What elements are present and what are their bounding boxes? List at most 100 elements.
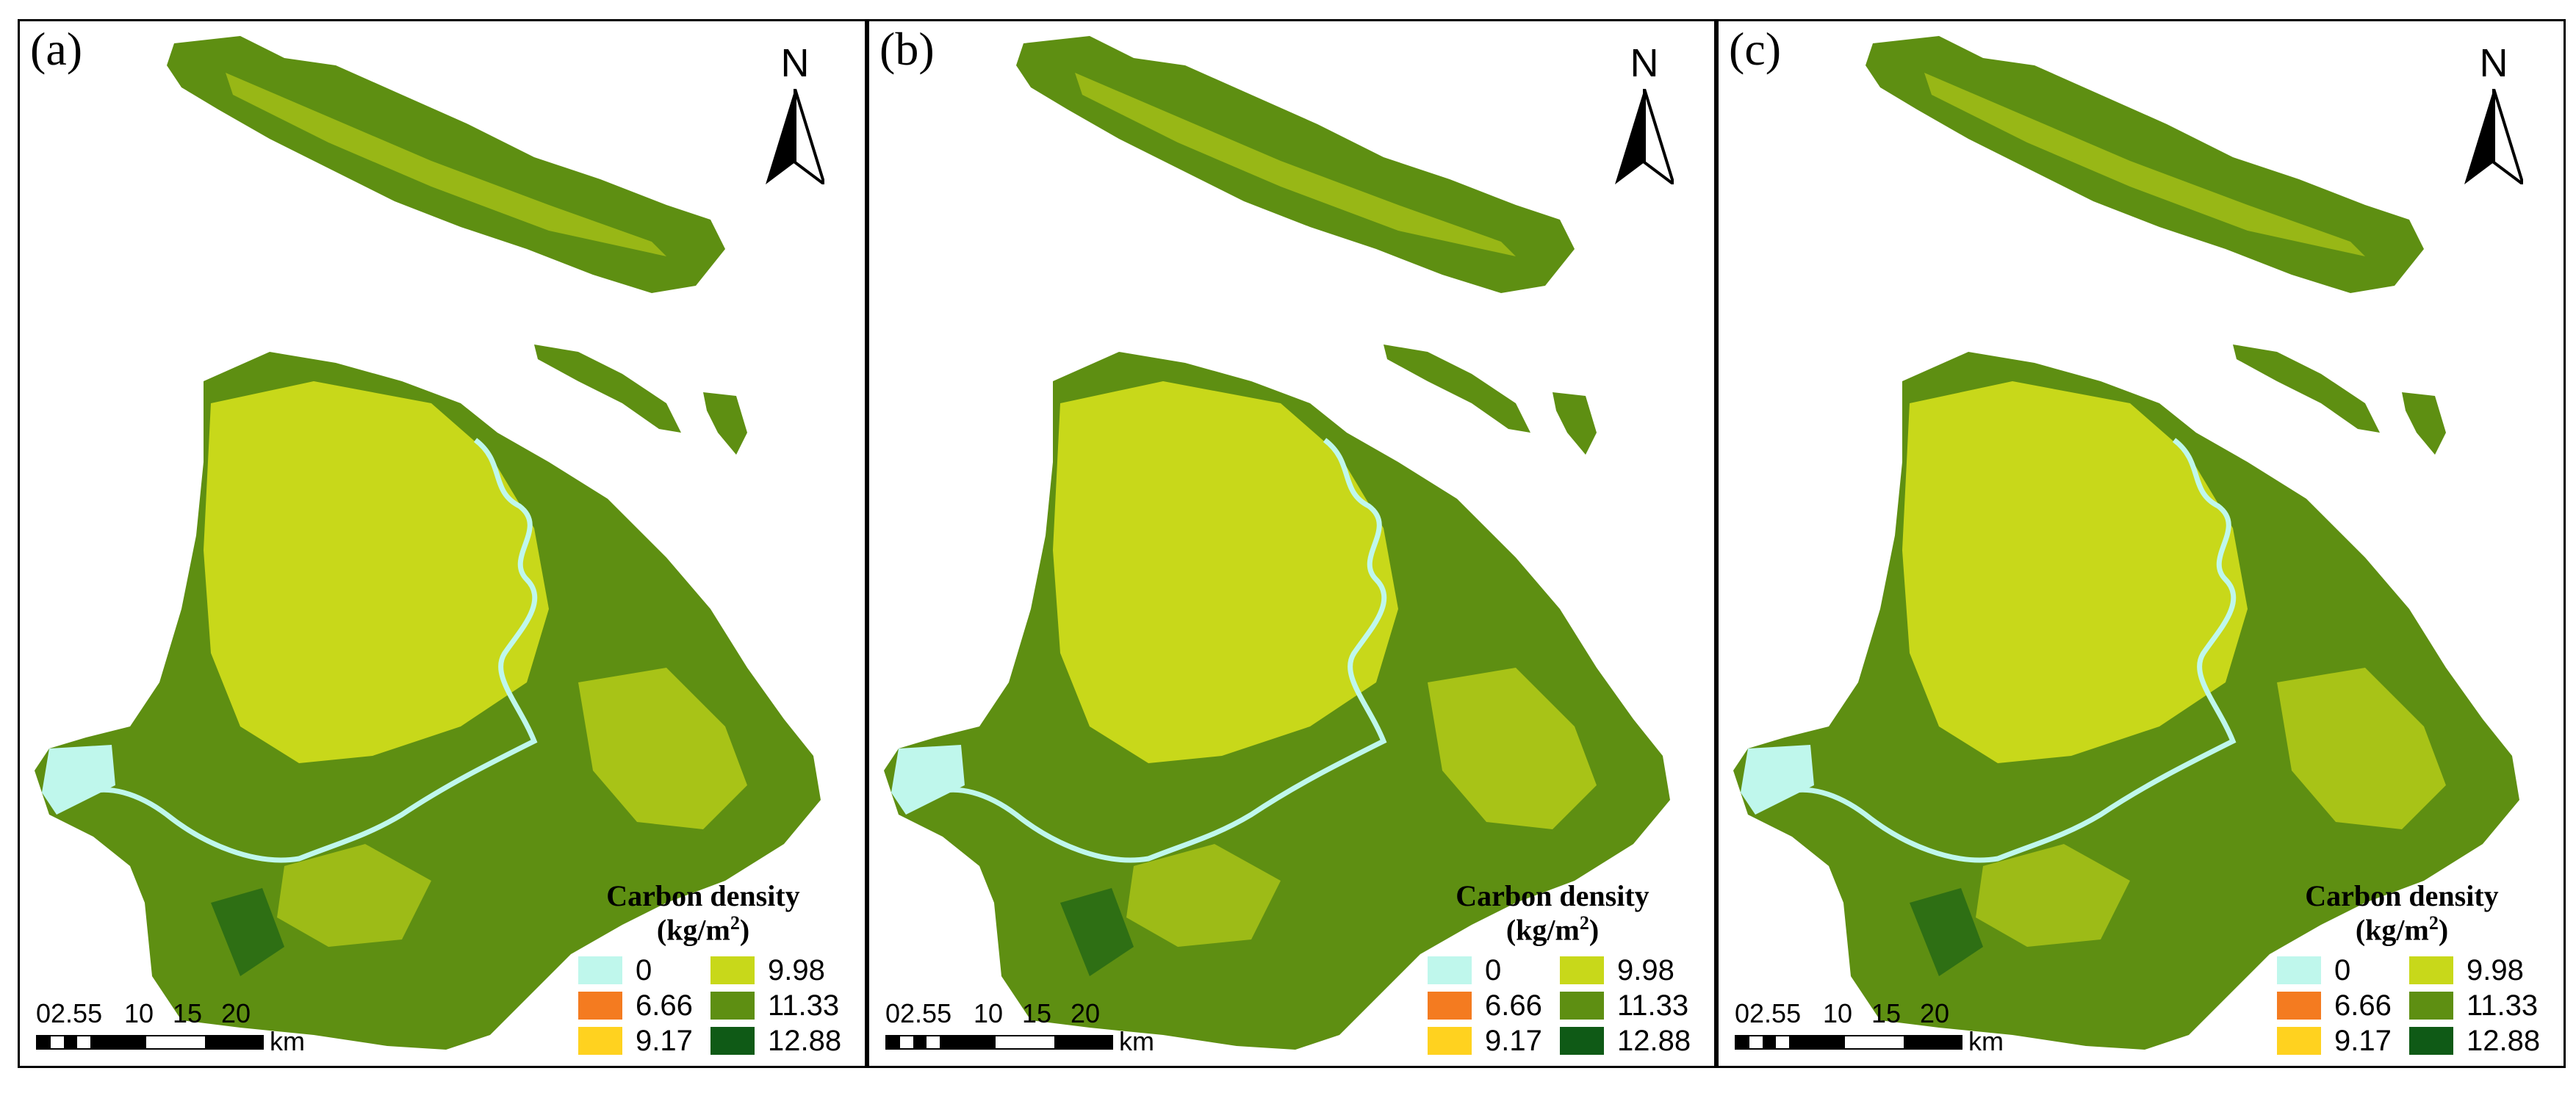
changxing-island [1384, 345, 1530, 433]
urban-core-area [1053, 381, 1398, 763]
legend-item: 6.66 [2277, 989, 2392, 1022]
legend-value: 12.88 [768, 1024, 842, 1057]
scale-tick-label: 10 [974, 998, 1004, 1028]
scale-tick-label: 02.55 [885, 998, 952, 1028]
legend-swatch [1560, 956, 1604, 984]
legend-swatch [710, 956, 755, 984]
legend-item: 0 [1428, 954, 1501, 986]
dianshan-lake [42, 745, 115, 815]
legend-item: 12.88 [2409, 1025, 2540, 1057]
north-label: N [2479, 41, 2508, 85]
panel-label: (b) [879, 23, 935, 75]
scale-bar-graphic [1735, 1035, 1962, 1050]
legend-swatch [1428, 992, 1472, 1020]
north-label: N [780, 41, 810, 85]
scale-bar: 02.55 10 15 20 km [885, 998, 1209, 1057]
legend-swatch [1560, 992, 1604, 1020]
north-arrow: N [1611, 43, 1677, 190]
legend-value: 0 [1485, 953, 1502, 986]
chongming-island-urban [226, 73, 666, 256]
scale-tick-label: 02.55 [1735, 998, 1802, 1028]
legend-value: 12.88 [2467, 1024, 2541, 1057]
north-arrow-icon [1615, 89, 1674, 184]
scale-tick-label: 20 [1071, 998, 1101, 1028]
huangpu-river [1783, 438, 2237, 863]
legend-title: Carbon density [1456, 879, 1649, 912]
legend-unit: (kg/m2) [1505, 912, 1600, 947]
forest-patch [211, 888, 284, 976]
legend-value: 6.66 [636, 989, 693, 1022]
urban-core-area [204, 381, 549, 763]
scale-tick-label: 15 [1871, 998, 1902, 1028]
legend-item: 9.98 [1560, 954, 1674, 986]
legend-item: 12.88 [710, 1025, 841, 1057]
chongming-island [1866, 36, 2424, 293]
legend-swatch [578, 1027, 622, 1055]
scale-tick-label: 20 [221, 998, 251, 1028]
legend-value: 9.17 [2334, 1024, 2392, 1057]
urban-east-area [2277, 668, 2446, 829]
scale-tick-label: 20 [1920, 998, 1950, 1028]
map-panel: (b) N Carbon density (kg/m2) 0 6.66 9.17 9.98 11… [867, 19, 1716, 1068]
legend-item: 9.98 [2409, 954, 2524, 986]
legend-value: 9.98 [1617, 953, 1674, 986]
legend-value: 9.17 [636, 1024, 693, 1057]
legend-swatch [578, 992, 622, 1020]
legend-item: 11.33 [1560, 989, 1688, 1022]
scale-tick-label: 10 [124, 998, 154, 1028]
carbon-density-map [35, 36, 821, 1050]
changxing-island [2233, 345, 2380, 433]
legend-item: 6.66 [578, 989, 693, 1022]
scale-unit: km [1968, 1026, 2004, 1056]
north-label: N [1630, 41, 1659, 85]
scale-tick-label: 15 [1022, 998, 1052, 1028]
map-panel: (a) N Carbon density (kg/m2) 0 6.66 9.17 9.98 11… [18, 19, 867, 1068]
legend: Carbon density (kg/m2) 0 6.66 9.17 9.98 11.33 1… [578, 881, 857, 1057]
legend-title: Carbon density [606, 879, 800, 912]
urban-south-area [1126, 844, 1281, 947]
scale-bar-graphic [36, 1035, 264, 1050]
forest-patch [1060, 888, 1134, 976]
legend-value: 9.17 [1485, 1024, 1542, 1057]
legend: Carbon density (kg/m2) 0 6.66 9.17 9.98 11.33 1… [1428, 881, 1707, 1057]
legend-swatch [2409, 1027, 2453, 1055]
scale-bar: 02.55 10 15 20 km [36, 998, 359, 1057]
chongming-island [167, 36, 725, 293]
scale-unit: km [270, 1026, 305, 1056]
legend-value: 9.98 [2467, 953, 2524, 986]
legend-item: 0 [578, 954, 652, 986]
legend-item: 11.33 [2409, 989, 2538, 1022]
legend-value: 9.98 [768, 953, 825, 986]
legend-unit: (kg/m2) [656, 912, 750, 947]
legend-item: 9.98 [710, 954, 825, 986]
carbon-density-map [884, 36, 1670, 1050]
map-panel: (c) N Carbon density (kg/m2) 0 6.66 9.17 9.98 11… [1716, 19, 2566, 1068]
legend-swatch [2277, 1027, 2321, 1055]
legend-value: 12.88 [1617, 1024, 1691, 1057]
chongming-island-urban [1924, 73, 2365, 256]
legend-value: 0 [2334, 953, 2351, 986]
legend-swatch [710, 1027, 755, 1055]
carbon-density-map [1733, 36, 2519, 1050]
panel-label: (c) [1729, 23, 1782, 75]
panel-label: (a) [30, 23, 83, 75]
legend-value: 6.66 [2334, 989, 2392, 1022]
legend-item: 6.66 [1428, 989, 1542, 1022]
legend-value: 11.33 [768, 989, 840, 1022]
legend-swatch [2277, 992, 2321, 1020]
legend-title: Carbon density [2305, 879, 2499, 912]
hengsha-island [1553, 392, 1597, 455]
legend-unit: (kg/m2) [2355, 912, 2449, 947]
legend-item: 11.33 [710, 989, 839, 1022]
legend-value: 11.33 [2467, 989, 2539, 1022]
legend-value: 6.66 [1485, 989, 1542, 1022]
north-arrow-icon [766, 89, 824, 184]
hengsha-island [703, 392, 747, 455]
legend-swatch [2277, 956, 2321, 984]
chongming-island-urban [1075, 73, 1516, 256]
north-arrow-icon [2464, 89, 2523, 184]
urban-core-area [1902, 381, 2248, 763]
scale-tick-label: 02.55 [36, 998, 103, 1028]
forest-patch [1910, 888, 1983, 976]
legend-swatch [2409, 992, 2453, 1020]
